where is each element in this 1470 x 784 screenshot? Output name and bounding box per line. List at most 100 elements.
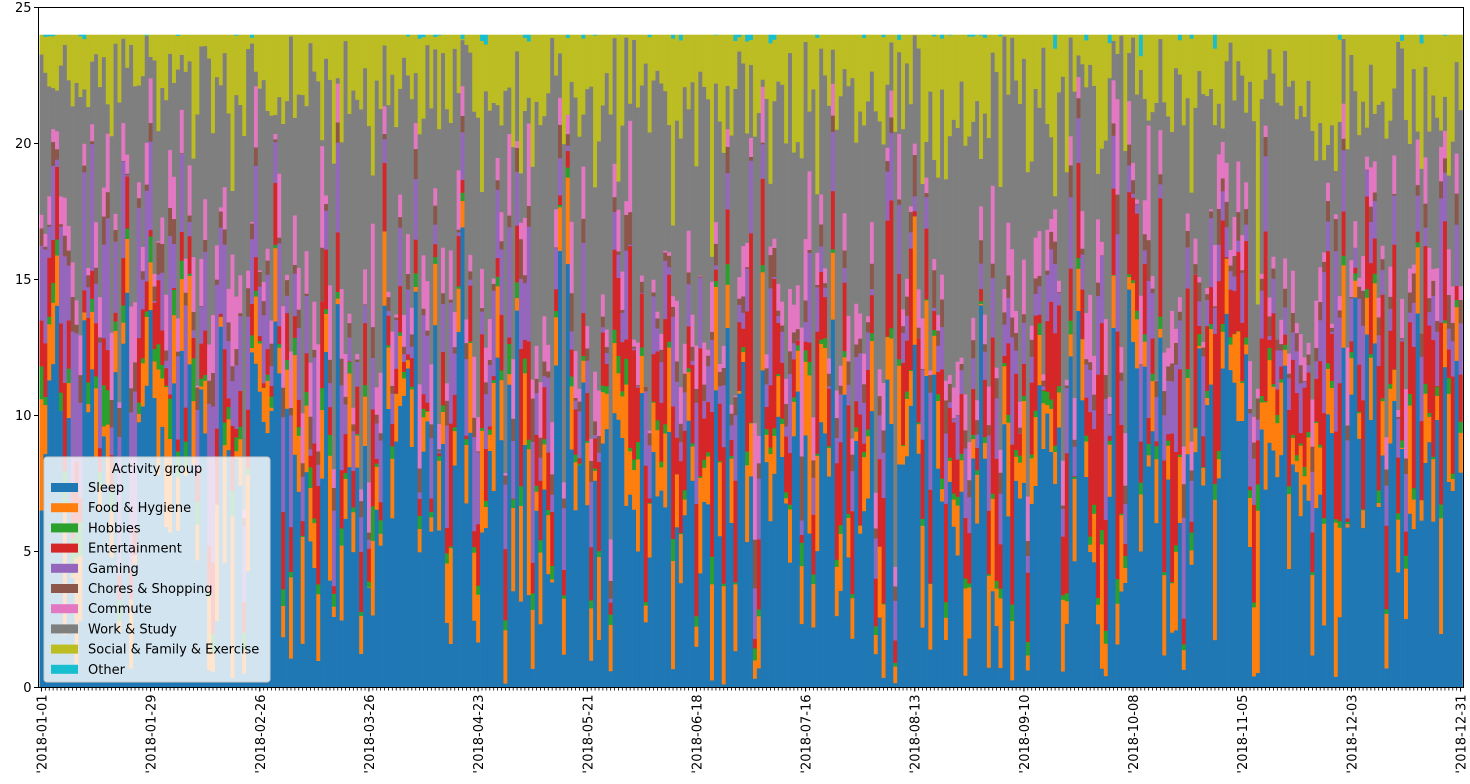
day-bar (1073, 35, 1077, 688)
bar-segment (168, 398, 172, 439)
bar-segment (386, 409, 390, 688)
bar-segment (1326, 221, 1330, 251)
bar-segment (1377, 298, 1381, 318)
bar-segment (1322, 262, 1326, 273)
bar-segment (1322, 35, 1326, 160)
bar-segment (1151, 338, 1155, 374)
bar-segment (1225, 227, 1229, 257)
bar-segment (772, 101, 776, 239)
bar-segment (496, 286, 500, 358)
bar-segment (574, 351, 578, 398)
bar-segment (1459, 323, 1463, 375)
day-bar (1022, 35, 1026, 688)
bar-segment (757, 478, 761, 539)
day-bar (741, 35, 745, 688)
bar-segment (1018, 104, 1022, 402)
bar-segment (344, 41, 348, 354)
bar-segment (1307, 365, 1311, 373)
bar-segment (655, 71, 659, 312)
bar-segment (1135, 319, 1139, 368)
bar-segment (117, 408, 121, 437)
bar-segment (710, 332, 714, 340)
bar-segment (145, 184, 149, 190)
bar-segment (1459, 432, 1463, 472)
day-bar (819, 35, 823, 688)
bar-segment (312, 443, 316, 518)
bar-segment (835, 438, 839, 464)
bar-segment (1100, 323, 1104, 530)
bar-segment (1155, 459, 1159, 523)
bar-segment (1232, 35, 1236, 101)
bar-segment (1038, 335, 1042, 386)
day-bar (585, 35, 589, 688)
bar-segment (1069, 165, 1073, 197)
bar-segment (772, 436, 776, 474)
bar-segment (1193, 35, 1197, 108)
bar-segment (1151, 35, 1155, 112)
bar-segment (1034, 237, 1038, 278)
bar-segment (675, 382, 679, 438)
bar-segment (1268, 297, 1272, 316)
bar-segment (1377, 35, 1381, 105)
bar-segment (687, 326, 691, 368)
bar-segment (870, 289, 874, 295)
bar-segment (457, 332, 461, 688)
day-bar (928, 35, 932, 688)
bar-segment (316, 35, 320, 82)
bar-segment (1049, 399, 1053, 409)
bar-segment (1186, 378, 1190, 455)
bar-segment (188, 273, 192, 276)
bar-segment (566, 145, 570, 151)
bar-segment (488, 451, 492, 688)
bar-segment (671, 38, 675, 225)
bar-segment (749, 157, 753, 161)
bar-segment (1385, 469, 1389, 485)
bar-segment (1018, 498, 1022, 688)
bar-segment (702, 342, 706, 384)
bar-segment (375, 414, 379, 423)
day-bar (1342, 35, 1346, 688)
bar-segment (640, 293, 644, 347)
bar-segment (359, 35, 363, 110)
bar-segment (1252, 121, 1256, 417)
bar-segment (979, 301, 983, 304)
bar-segment (644, 622, 648, 688)
bar-segment (542, 35, 546, 117)
bar-segment (921, 184, 925, 319)
bar-segment (1420, 333, 1424, 357)
bar-segment (963, 35, 967, 146)
bar-segment (437, 449, 441, 451)
x-tick-label: '2018-11-05 (1236, 695, 1251, 774)
bar-segment (769, 255, 773, 289)
bar-segment (172, 35, 176, 83)
bar-segment (1447, 349, 1451, 378)
bar-segment (999, 450, 1003, 473)
bar-segment (1170, 311, 1174, 364)
bar-segment (51, 303, 55, 365)
day-bar (1271, 35, 1275, 688)
day-bar (1119, 35, 1123, 688)
bar-segment (667, 255, 671, 267)
bar-segment (1178, 523, 1182, 688)
bar-segment (1092, 35, 1096, 86)
legend-swatch (51, 483, 78, 492)
bar-segment (1119, 35, 1123, 347)
bar-segment (433, 325, 437, 688)
bar-segment (351, 507, 355, 512)
bar-segment (496, 180, 500, 190)
bar-segment (597, 640, 601, 688)
bar-segment (1088, 362, 1092, 370)
bar-segment (71, 35, 75, 107)
bar-segment (886, 220, 890, 336)
bar-segment (1158, 337, 1162, 687)
bar-segment (47, 258, 51, 317)
bar-segment (1310, 131, 1314, 400)
bar-segment (375, 459, 379, 464)
bar-segment (519, 486, 523, 506)
bar-segment (480, 192, 484, 269)
bar-segment (289, 658, 293, 687)
bar-segment (1061, 460, 1065, 505)
bar-segment (211, 35, 215, 134)
bar-segment (878, 35, 882, 122)
bar-segment (1240, 235, 1244, 270)
